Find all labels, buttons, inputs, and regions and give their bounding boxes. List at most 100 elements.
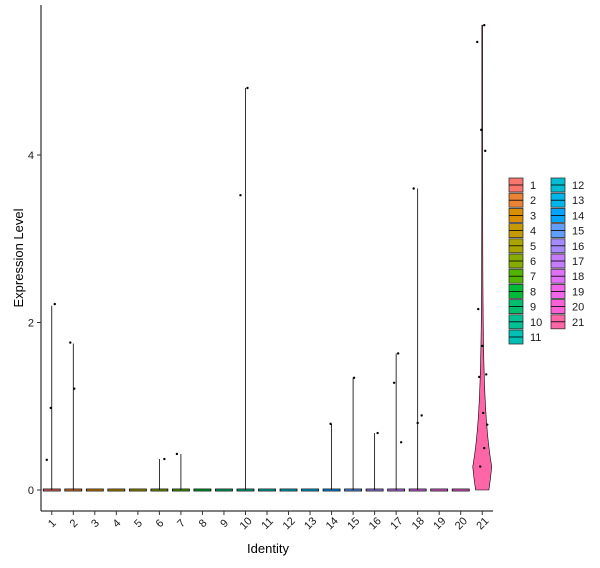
point (476, 40, 479, 44)
x-axis-title: Identity (247, 541, 289, 556)
x-tick-label: 8 (197, 517, 210, 530)
violin-3 (85, 488, 104, 492)
violin-12 (279, 488, 298, 492)
point (480, 128, 483, 132)
point (163, 457, 166, 461)
x-tick-label: 17 (388, 515, 405, 532)
point (49, 406, 52, 410)
legend-label: 8 (530, 286, 536, 298)
legend-label: 18 (572, 271, 584, 283)
point (53, 302, 56, 306)
legend-item-21: 21 (550, 314, 584, 330)
point (329, 422, 332, 426)
legend-label: 2 (530, 195, 536, 207)
point (483, 446, 486, 450)
legend-item-15: 15 (550, 223, 584, 239)
point (482, 411, 485, 415)
violin-8 (193, 488, 212, 492)
x-tick-label: 14 (324, 515, 341, 532)
violin-11 (258, 488, 276, 492)
legend-label: 11 (530, 332, 541, 344)
legend-label: 20 (572, 302, 584, 314)
x-tick-label: 15 (345, 515, 362, 532)
violin-13 (301, 488, 319, 492)
legend-item-12: 12 (550, 177, 584, 193)
legend-item-9: 9 (508, 299, 536, 315)
legend-label: 1 (530, 180, 536, 192)
legend-label: 10 (530, 317, 542, 329)
x-tick-label: 9 (218, 517, 231, 530)
legend-item-6: 6 (508, 253, 536, 269)
legend-item-4: 4 (508, 223, 536, 239)
x-tick-label: 10 (238, 515, 255, 532)
point (486, 423, 489, 426)
x-tick-label: 5 (132, 517, 145, 530)
points (45, 23, 489, 468)
point (412, 187, 415, 190)
legend-label: 6 (530, 256, 536, 268)
x-tick-label: 19 (431, 515, 448, 532)
x-tick-label: 6 (154, 517, 167, 530)
legend-item-2: 2 (508, 192, 536, 208)
legend-label: 14 (572, 210, 584, 222)
y-tick-label: 0 (28, 485, 34, 497)
point (479, 465, 482, 468)
x-tick-label: 4 (111, 517, 124, 530)
legend-label: 5 (530, 241, 536, 253)
legend-item-10: 10 (508, 314, 542, 330)
legend-item-13: 13 (550, 192, 584, 208)
x-tick-label: 3 (89, 517, 102, 530)
legend-label: 4 (530, 226, 536, 238)
x-tick-label: 2 (68, 517, 81, 530)
violin-9 (215, 488, 233, 492)
legend-label: 13 (572, 195, 584, 207)
legend-item-20: 20 (550, 299, 584, 315)
point (246, 86, 249, 90)
point (477, 307, 480, 311)
legend-item-1: 1 (508, 177, 536, 193)
legend-label: 9 (530, 302, 536, 314)
legend-item-8: 8 (508, 283, 536, 299)
legend-label: 17 (572, 256, 584, 268)
point (478, 375, 481, 379)
point (399, 441, 403, 444)
legend-label: 16 (572, 241, 584, 253)
legend-item-7: 7 (508, 268, 536, 284)
violin-4 (107, 488, 126, 492)
violins (42, 24, 493, 492)
y-axis-title: Expression Level (11, 208, 26, 307)
legend-label: 21 (572, 317, 584, 329)
x-tick-label: 13 (302, 515, 319, 532)
legend-item-17: 17 (550, 253, 584, 269)
point (69, 341, 72, 344)
point (175, 452, 179, 456)
point (420, 414, 423, 417)
legend-item-3: 3 (508, 207, 536, 223)
legend-item-14: 14 (550, 207, 584, 223)
violin-20 (451, 488, 470, 492)
point (376, 431, 379, 435)
legend-item-5: 5 (508, 238, 536, 254)
x-tick-label: 20 (453, 515, 470, 532)
legend-item-18: 18 (550, 268, 584, 284)
y-tick-label: 4 (28, 150, 34, 162)
x-tick-label: 21 (474, 515, 491, 532)
x-tick-label: 1 (46, 517, 59, 530)
point (352, 376, 356, 379)
x-tick-label: 7 (175, 517, 188, 530)
legend-item-16: 16 (550, 238, 584, 254)
legend-item-11: 11 (508, 329, 541, 345)
y-tick-label: 2 (28, 318, 34, 330)
point (481, 344, 484, 348)
point (239, 194, 242, 197)
violin-5 (128, 488, 147, 492)
point (484, 149, 487, 153)
legend-label: 19 (572, 286, 584, 298)
legend-label: 3 (530, 210, 536, 222)
legend-label: 12 (572, 180, 584, 192)
point (485, 373, 488, 376)
violin-19 (430, 488, 449, 492)
point (73, 387, 76, 390)
